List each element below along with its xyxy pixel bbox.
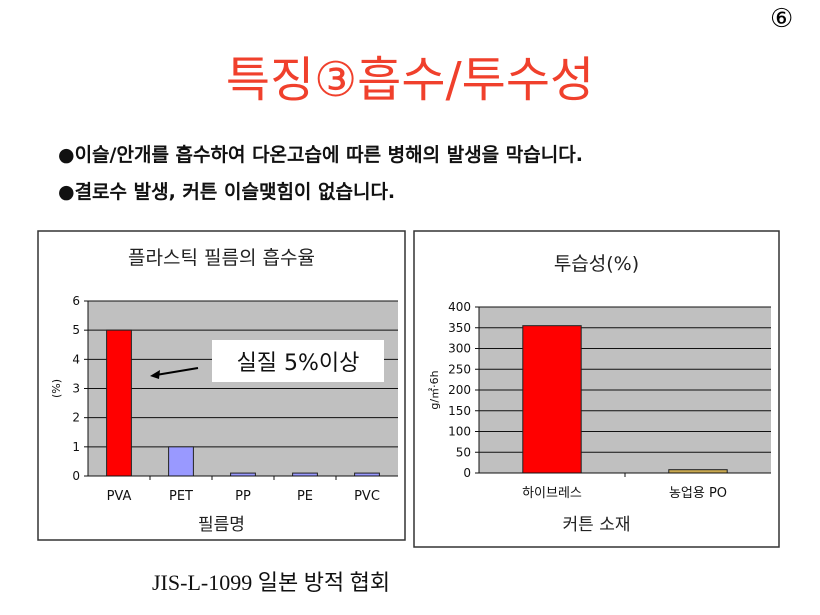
- y-tick-label: 100: [448, 425, 471, 439]
- annotation-arrow: [155, 367, 199, 376]
- x-tick-label: PE: [297, 489, 313, 504]
- y-tick-label: 150: [448, 404, 471, 418]
- arrow-head-icon: [150, 370, 160, 379]
- y-tick-label: 400: [448, 300, 471, 314]
- y-tick-label: 3: [72, 382, 80, 396]
- bar: [168, 446, 194, 477]
- x-tick-label: PVA: [107, 489, 132, 504]
- y-tick-label: 50: [456, 445, 471, 459]
- source-footer: JIS-L-1099 일본 방적 협회: [152, 570, 391, 595]
- y-tick-label: 250: [448, 362, 471, 376]
- page-title: 특징③흡수/투수성: [225, 52, 595, 108]
- y-tick-label: 4: [72, 352, 80, 366]
- y-tick-label: 0: [72, 469, 80, 483]
- y-axis-label: (%): [50, 379, 63, 398]
- annotation-label: 실질 5%이상: [237, 351, 360, 376]
- bullet-item: ●이슬/안개를 흡수하여 다온고습에 따른 병해의 발생을 막습니다.: [58, 144, 583, 166]
- y-tick-label: 0: [463, 466, 471, 480]
- y-tick-label: 350: [448, 321, 471, 335]
- y-tick-label: 1: [72, 440, 80, 454]
- bar: [522, 325, 582, 474]
- x-tick-label: PVC: [354, 489, 380, 504]
- chart-title: 투습성(%): [554, 253, 639, 275]
- x-tick-label: PET: [169, 489, 193, 504]
- x-tick-label: PP: [235, 489, 251, 504]
- bar: [106, 329, 132, 477]
- y-tick-label: 300: [448, 342, 471, 356]
- y-axis-label: g/㎡·6h: [428, 370, 441, 409]
- y-tick-label: 2: [72, 411, 80, 425]
- chart-title: 플라스틱 필름의 흡수율: [128, 247, 315, 269]
- annotation-box: [212, 340, 384, 382]
- y-tick-label: 5: [72, 323, 80, 337]
- bullet-item: ●결로수 발생, 커튼 이슬맺힘이 없습니다.: [58, 181, 396, 203]
- y-tick-label: 6: [72, 294, 80, 308]
- x-tick-label: 하이브레스: [522, 486, 582, 501]
- y-tick-label: 200: [448, 383, 471, 397]
- x-axis-label: 필름명: [198, 515, 245, 535]
- x-tick-label: 농업용 PO: [669, 486, 727, 501]
- x-axis-label: 커튼 소재: [563, 515, 631, 535]
- page-number: ⑥: [770, 4, 794, 34]
